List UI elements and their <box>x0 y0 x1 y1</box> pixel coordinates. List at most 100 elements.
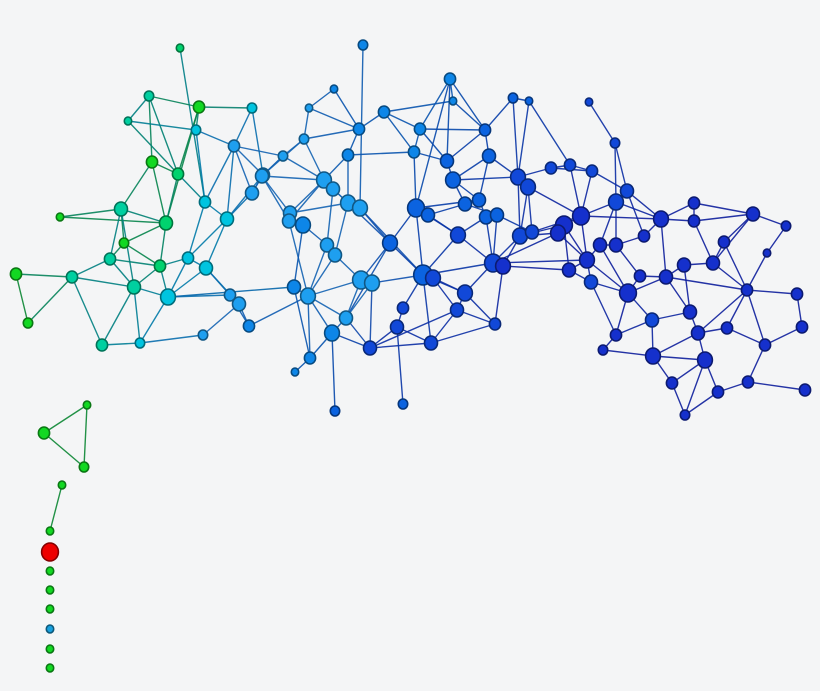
graph-node[interactable] <box>352 122 366 136</box>
graph-node[interactable] <box>420 207 436 223</box>
graph-node[interactable] <box>254 168 270 184</box>
graph-node[interactable] <box>304 103 314 113</box>
graph-node[interactable] <box>45 624 55 634</box>
graph-node[interactable] <box>123 116 133 126</box>
graph-node[interactable] <box>644 312 660 328</box>
graph-node[interactable] <box>444 171 462 189</box>
graph-node[interactable] <box>181 251 195 265</box>
graph-node[interactable] <box>231 296 247 312</box>
graph-node[interactable] <box>494 257 512 275</box>
graph-node[interactable] <box>478 123 492 137</box>
graph-node[interactable] <box>377 105 391 119</box>
graph-node[interactable] <box>619 183 635 199</box>
graph-node[interactable] <box>329 405 341 417</box>
graph-node[interactable] <box>584 97 594 107</box>
graph-node[interactable] <box>690 325 706 341</box>
graph-node[interactable] <box>524 96 534 106</box>
graph-node[interactable] <box>246 102 258 114</box>
graph-node[interactable] <box>338 310 354 326</box>
graph-node[interactable] <box>153 259 167 273</box>
graph-node[interactable] <box>644 347 662 365</box>
graph-node[interactable] <box>381 234 399 252</box>
graph-node[interactable] <box>329 84 339 94</box>
graph-node[interactable] <box>609 328 623 342</box>
graph-node[interactable] <box>57 480 67 490</box>
graph-node[interactable] <box>696 351 714 369</box>
graph-node[interactable] <box>795 320 809 334</box>
graph-node[interactable] <box>652 210 670 228</box>
graph-node[interactable] <box>687 196 701 210</box>
graph-node[interactable] <box>679 409 691 421</box>
graph-node[interactable] <box>571 206 591 226</box>
graph-node[interactable] <box>55 212 65 222</box>
graph-node[interactable] <box>687 214 701 228</box>
graph-node[interactable] <box>143 90 155 102</box>
graph-node[interactable] <box>103 252 117 266</box>
graph-node[interactable] <box>363 274 381 292</box>
graph-node[interactable] <box>351 199 369 217</box>
graph-node[interactable] <box>780 220 792 232</box>
graph-node[interactable] <box>665 376 679 390</box>
graph-node[interactable] <box>9 267 23 281</box>
graph-node[interactable] <box>762 248 772 258</box>
graph-node[interactable] <box>113 201 129 217</box>
graph-node[interactable] <box>95 338 109 352</box>
graph-node[interactable] <box>481 148 497 164</box>
graph-node[interactable] <box>424 269 442 287</box>
graph-node[interactable] <box>507 92 519 104</box>
graph-node[interactable] <box>407 145 421 159</box>
graph-node[interactable] <box>281 213 297 229</box>
graph-node[interactable] <box>449 302 465 318</box>
graph-node[interactable] <box>294 216 312 234</box>
graph-node[interactable] <box>456 284 474 302</box>
graph-node[interactable] <box>676 257 692 273</box>
graph-node[interactable] <box>413 122 427 136</box>
graph-node[interactable] <box>609 137 621 149</box>
graph-node[interactable] <box>118 237 130 249</box>
graph-node[interactable] <box>597 344 609 356</box>
graph-node[interactable] <box>303 351 317 365</box>
graph-node[interactable] <box>544 161 558 175</box>
graph-node[interactable] <box>563 158 577 172</box>
graph-node[interactable] <box>198 195 212 209</box>
graph-node[interactable] <box>45 644 55 654</box>
graph-node[interactable] <box>45 663 55 673</box>
graph-node[interactable] <box>740 283 754 297</box>
graph-node[interactable] <box>45 604 55 614</box>
graph-node[interactable] <box>509 168 527 186</box>
graph-node[interactable] <box>798 383 812 397</box>
graph-node[interactable] <box>145 155 159 169</box>
graph-node[interactable] <box>396 301 410 315</box>
graph-node[interactable] <box>219 211 235 227</box>
graph-node[interactable] <box>82 400 92 410</box>
graph-node[interactable] <box>277 150 289 162</box>
graph-node[interactable] <box>448 96 458 106</box>
graph-node[interactable] <box>134 337 146 349</box>
graph-node[interactable] <box>22 317 34 329</box>
graph-node[interactable] <box>618 283 638 303</box>
graph-node[interactable] <box>298 133 310 145</box>
graph-node[interactable] <box>607 193 625 211</box>
graph-node[interactable] <box>299 287 317 305</box>
graph-node[interactable] <box>323 324 341 342</box>
graph-node[interactable] <box>175 43 185 53</box>
graph-node[interactable] <box>443 72 457 86</box>
graph-node[interactable] <box>171 167 185 181</box>
graph-node[interactable] <box>471 192 487 208</box>
graph-node[interactable] <box>439 153 455 169</box>
graph-node[interactable] <box>223 288 237 302</box>
graph-node[interactable] <box>197 329 209 341</box>
graph-node[interactable] <box>758 338 772 352</box>
graph-node[interactable] <box>397 398 409 410</box>
graph-node[interactable] <box>578 251 596 269</box>
graph-node[interactable] <box>227 139 241 153</box>
graph-node[interactable] <box>198 260 214 276</box>
graph-node[interactable] <box>717 235 731 249</box>
graph-node[interactable] <box>608 237 624 253</box>
graph-node[interactable] <box>561 262 577 278</box>
graph-node[interactable] <box>682 304 698 320</box>
graph-node[interactable] <box>637 229 651 243</box>
graph-node[interactable] <box>489 207 505 223</box>
